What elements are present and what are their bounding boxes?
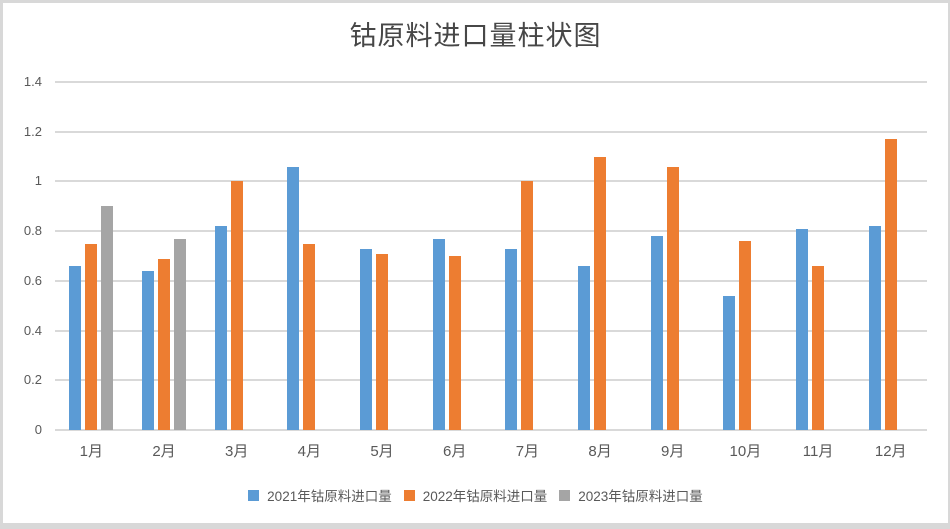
bar <box>666 166 679 430</box>
x-axis-label: 1月 <box>79 443 103 460</box>
bar <box>723 295 736 430</box>
bar-group <box>128 82 201 430</box>
x-axis-label: 7月 <box>515 443 540 460</box>
bar-group <box>346 82 419 430</box>
bar <box>884 139 897 430</box>
gridline <box>55 130 927 133</box>
y-axis-label: 0.4 <box>23 322 42 338</box>
y-axis-label: 1 <box>34 173 42 189</box>
x-axis-label: 8月 <box>588 443 612 460</box>
x-axis-label: 5月 <box>370 443 394 460</box>
bar <box>577 265 590 430</box>
bar-group <box>854 82 927 430</box>
y-axis-label: 1.4 <box>23 74 42 89</box>
x-axis-label: 9月 <box>661 443 685 460</box>
bar <box>650 236 663 430</box>
legend: 2021年钴原料进口量 2022年钴原料进口量 2023年钴原料进口量 <box>3 485 948 505</box>
legend-label: 2022年钴原料进口量 <box>422 489 548 504</box>
legend-item: 2022年钴原料进口量 <box>403 485 548 505</box>
bar-group <box>491 82 564 430</box>
plot-area <box>55 81 927 431</box>
bar <box>795 228 808 430</box>
bar <box>141 270 154 430</box>
x-axis-label: 4月 <box>297 443 322 460</box>
legend-item: 2023年钴原料进口量 <box>559 485 703 505</box>
bar <box>101 206 114 430</box>
bar <box>287 166 300 430</box>
x-axis-label: 11月 <box>802 443 834 460</box>
legend-label: 2021年钴原料进口量 <box>267 489 392 504</box>
bar <box>739 241 752 430</box>
bar <box>230 181 243 430</box>
bar <box>85 243 98 430</box>
y-axis-label: 1.2 <box>23 123 42 139</box>
x-axis-label: 12月 <box>874 443 907 460</box>
legend-item: 2021年钴原料进口量 <box>248 485 392 505</box>
legend-swatch-icon <box>403 489 415 501</box>
x-axis-label: 10月 <box>729 443 762 460</box>
x-axis-label: 2月 <box>152 443 176 460</box>
bar <box>505 248 518 430</box>
bar-group <box>782 82 855 430</box>
bar <box>811 265 824 430</box>
x-axis-label: 6月 <box>443 443 467 460</box>
gridline <box>55 180 927 183</box>
gridline <box>55 279 927 282</box>
bar <box>214 226 227 430</box>
bar <box>432 238 445 430</box>
bar <box>448 256 461 430</box>
gridline <box>55 429 927 431</box>
bar <box>375 253 388 430</box>
chart-title: 钴原料进口量柱状图 <box>349 21 602 51</box>
gridline <box>55 81 927 83</box>
x-axis: 1月 2月 3月 4月 5月 6月 7月 8月 9月 10月 11月 12月 <box>55 440 927 461</box>
bar <box>173 238 186 430</box>
bar <box>303 243 316 430</box>
y-axis-label: 0.2 <box>23 372 42 388</box>
bar <box>157 258 170 430</box>
gridline <box>55 230 927 233</box>
y-axis-label: 0.8 <box>23 223 42 239</box>
bar-group <box>636 82 709 430</box>
bar-group <box>55 82 128 430</box>
gridline <box>55 379 927 382</box>
bar-group <box>709 82 782 430</box>
bar-group <box>564 82 637 430</box>
y-axis-label: 0.6 <box>23 272 42 288</box>
y-axis-label: 0 <box>34 422 42 437</box>
bar-group <box>418 82 491 430</box>
bar <box>593 156 606 430</box>
bar <box>521 181 534 430</box>
bar <box>359 248 372 430</box>
bar <box>69 265 82 430</box>
gridline <box>55 329 927 332</box>
bar-group <box>273 82 346 430</box>
x-axis-label: 3月 <box>225 443 249 460</box>
legend-swatch-icon <box>248 489 260 501</box>
legend-swatch-icon <box>559 489 571 501</box>
bar <box>868 226 881 430</box>
bar-group <box>200 82 273 430</box>
legend-label: 2023年钴原料进口量 <box>578 489 703 504</box>
